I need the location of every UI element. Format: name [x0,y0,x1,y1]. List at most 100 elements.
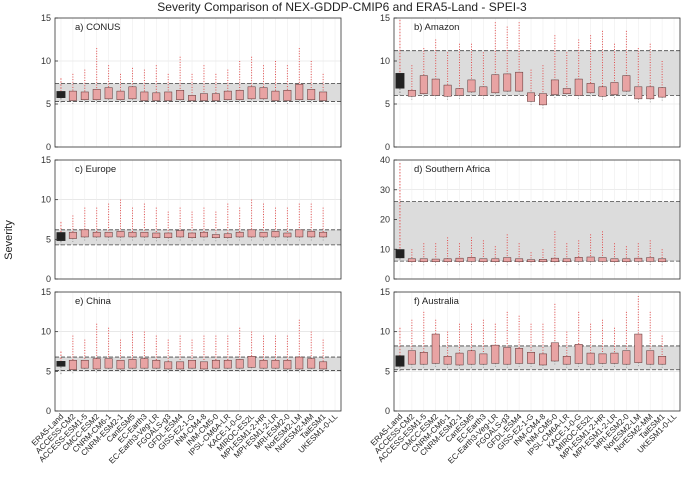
box [68,231,77,239]
y-tick-label: 5 [46,234,51,244]
box [610,352,619,364]
box [223,233,232,238]
box [658,356,667,365]
box [455,257,464,262]
y-tick-label: 10 [41,327,51,337]
box [634,333,643,363]
box [80,359,89,369]
box [247,86,256,100]
box [479,353,488,365]
box [419,258,428,262]
box [455,88,464,96]
box [247,356,256,368]
box [586,83,595,94]
box [407,258,416,262]
box [539,259,547,262]
panels: 0 5 10 15 a) CONUS 0 5 10 15 b) Amazon 0 5 10 15 c) Eu… [30,13,681,466]
box [80,229,89,238]
box [128,231,137,238]
box [646,350,655,365]
box [164,361,173,370]
panel-1: 0 5 10 15 a) CONUS [41,13,342,152]
box [431,258,440,262]
box [539,93,547,106]
box [562,356,571,365]
box [319,91,328,101]
y-tick-label: 5 [385,366,390,376]
y-tick-label: 5 [46,366,51,376]
box [503,73,512,92]
box [152,232,161,238]
box [622,75,631,92]
panel-label: c) Europe [75,164,116,175]
box [295,229,304,238]
box [646,86,655,100]
box [562,258,571,262]
y-tick-label: 10 [41,195,51,205]
box [550,79,559,95]
box [92,231,101,238]
box [467,79,476,93]
y-tick-label: 0 [46,142,51,152]
y-tick-label: 0 [385,406,390,416]
panel-label: e) China [75,296,112,307]
box [419,75,428,94]
box [527,92,535,102]
y-axis-label: Severity [3,220,15,260]
box [622,350,631,365]
box [104,87,113,100]
box [295,356,304,370]
box [235,359,244,369]
box [431,78,440,96]
plot-area [55,18,341,147]
era5-range-band [394,201,680,262]
box [283,232,292,238]
box [235,89,244,100]
chart-title: Severity Comparison of NEX-GDDP-CMIP6 an… [157,0,527,14]
y-tick-label: 20 [380,215,390,225]
box [128,86,137,100]
panel-label: a) CONUS [75,22,120,33]
axes-frame [54,17,342,148]
box [319,361,328,370]
box [188,359,196,369]
box [307,89,316,100]
panel-2: 0 5 10 15 b) Amazon [380,13,681,152]
box [491,344,500,364]
era5-box [395,73,405,89]
plot-area [55,160,341,279]
box [658,87,667,98]
box [515,258,524,262]
era5-range-band [394,50,680,96]
box [307,358,316,369]
box [176,230,185,238]
box [598,86,607,97]
box [295,83,304,100]
panel-4: 0 10 20 30 40 d) Southern Africa [380,155,681,284]
box [68,90,77,101]
box [550,342,559,362]
box [539,353,547,366]
box [634,86,643,100]
box [188,232,196,238]
y-tick-label: 10 [380,244,390,254]
box [634,257,643,262]
box [116,359,125,370]
era5-box [395,355,405,367]
panel-3: 0 5 10 15 c) Europe [41,155,342,284]
box [128,359,137,369]
box [574,257,583,262]
y-tick-label: 30 [380,185,390,195]
era5-box [56,361,66,367]
box [527,259,535,262]
era5-box [395,249,405,259]
box [140,358,149,369]
box [491,258,500,262]
box [200,231,208,238]
box [550,257,559,262]
box [622,258,631,262]
box [586,256,595,262]
box [479,86,488,96]
box [104,358,113,369]
